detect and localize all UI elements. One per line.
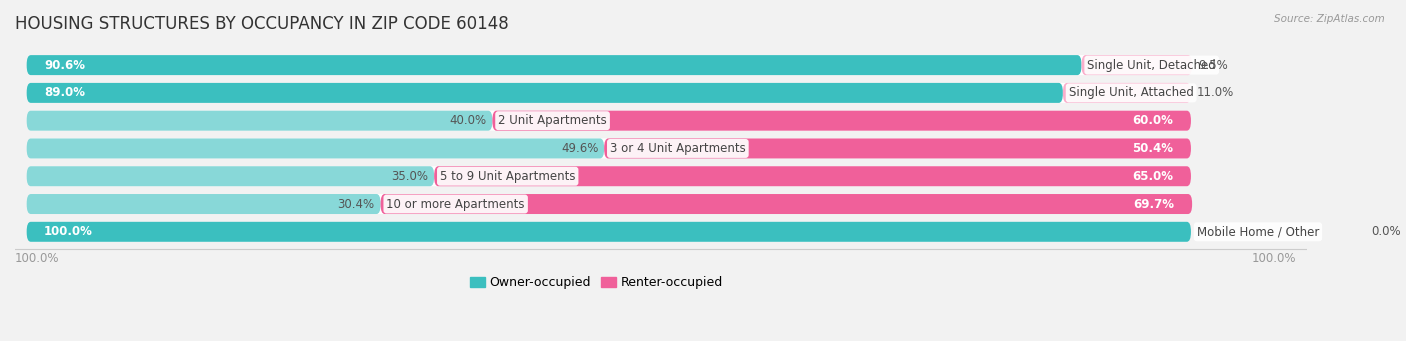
FancyBboxPatch shape (27, 83, 1063, 103)
FancyBboxPatch shape (27, 222, 1191, 242)
Text: Single Unit, Detached: Single Unit, Detached (1087, 59, 1216, 72)
FancyBboxPatch shape (27, 222, 1191, 242)
Text: 2 Unit Apartments: 2 Unit Apartments (498, 114, 607, 127)
Text: 65.0%: 65.0% (1132, 170, 1174, 183)
Text: 35.0%: 35.0% (391, 170, 429, 183)
Text: 10 or more Apartments: 10 or more Apartments (387, 197, 524, 210)
Text: 60.0%: 60.0% (1133, 114, 1174, 127)
FancyBboxPatch shape (1081, 55, 1192, 75)
Text: 100.0%: 100.0% (15, 252, 59, 265)
Text: 5 to 9 Unit Apartments: 5 to 9 Unit Apartments (440, 170, 575, 183)
Text: 100.0%: 100.0% (1251, 252, 1296, 265)
FancyBboxPatch shape (492, 111, 1191, 131)
FancyBboxPatch shape (605, 138, 1191, 159)
FancyBboxPatch shape (27, 83, 1191, 103)
Legend: Owner-occupied, Renter-occupied: Owner-occupied, Renter-occupied (465, 271, 728, 294)
Text: Single Unit, Attached: Single Unit, Attached (1069, 86, 1194, 99)
Text: 100.0%: 100.0% (44, 225, 93, 238)
FancyBboxPatch shape (27, 138, 1191, 159)
Text: 90.6%: 90.6% (44, 59, 86, 72)
Text: 40.0%: 40.0% (450, 114, 486, 127)
FancyBboxPatch shape (27, 138, 605, 159)
FancyBboxPatch shape (27, 111, 1191, 131)
FancyBboxPatch shape (27, 55, 1191, 75)
FancyBboxPatch shape (27, 194, 1191, 214)
FancyBboxPatch shape (27, 166, 1191, 186)
Text: 50.4%: 50.4% (1132, 142, 1174, 155)
FancyBboxPatch shape (27, 166, 434, 186)
Text: 49.6%: 49.6% (561, 142, 599, 155)
Text: HOUSING STRUCTURES BY OCCUPANCY IN ZIP CODE 60148: HOUSING STRUCTURES BY OCCUPANCY IN ZIP C… (15, 15, 509, 33)
FancyBboxPatch shape (27, 55, 1081, 75)
FancyBboxPatch shape (27, 111, 492, 131)
FancyBboxPatch shape (27, 194, 381, 214)
Text: 69.7%: 69.7% (1133, 197, 1174, 210)
Text: 0.0%: 0.0% (1371, 225, 1400, 238)
FancyBboxPatch shape (381, 194, 1192, 214)
Text: 30.4%: 30.4% (337, 197, 375, 210)
Text: Mobile Home / Other: Mobile Home / Other (1197, 225, 1319, 238)
Text: 11.0%: 11.0% (1197, 86, 1234, 99)
Text: 89.0%: 89.0% (44, 86, 86, 99)
Text: 9.5%: 9.5% (1198, 59, 1227, 72)
FancyBboxPatch shape (1063, 83, 1191, 103)
FancyBboxPatch shape (434, 166, 1191, 186)
Text: Source: ZipAtlas.com: Source: ZipAtlas.com (1274, 14, 1385, 24)
Text: 3 or 4 Unit Apartments: 3 or 4 Unit Apartments (610, 142, 745, 155)
